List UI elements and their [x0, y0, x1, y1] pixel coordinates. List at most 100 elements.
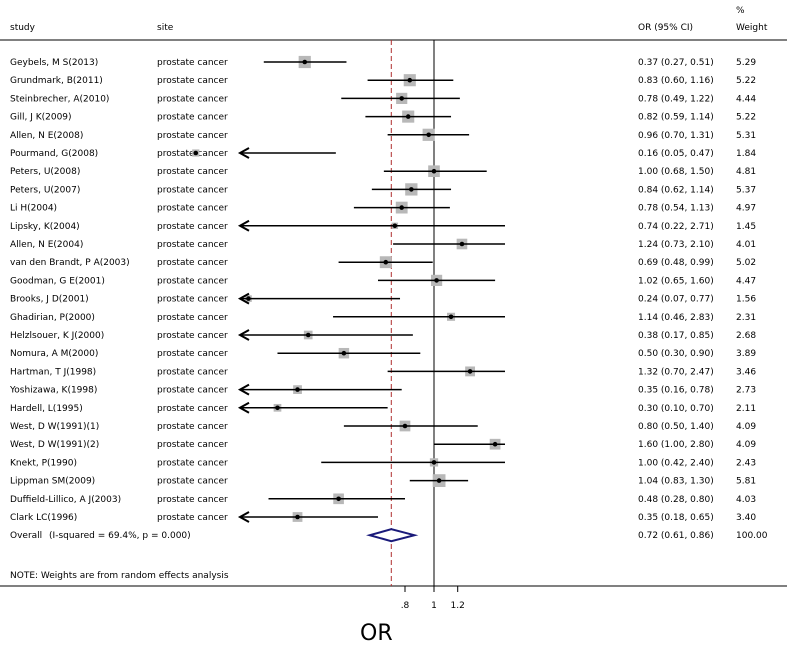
study-name: van den Brandt, P A(2003): [10, 258, 130, 268]
study-weight: 5.81: [736, 477, 756, 487]
study-name: Helzlsouer, K J(2000): [10, 331, 104, 341]
study-name: Lipsky, K(2004): [10, 222, 80, 232]
study-name: Pourmand, G(2008): [10, 149, 98, 159]
study-site: prostate cancer: [157, 458, 228, 468]
study-name: Clark LC(1996): [10, 513, 77, 523]
study-weight: 2.43: [736, 458, 756, 468]
study-name: Peters, U(2008): [10, 167, 80, 177]
study-ci: 0.78 (0.49, 1.22): [638, 94, 714, 104]
study-ci: 0.37 (0.27, 0.51): [638, 58, 714, 68]
study-site: prostate cancer: [157, 513, 228, 523]
study-weight: 2.73: [736, 386, 756, 396]
overall-heterogeneity: (I-squared = 69.4%, p = 0.000): [49, 531, 191, 541]
study-ci: 0.84 (0.62, 1.14): [638, 185, 714, 195]
study-ci: 1.00 (0.42, 2.40): [638, 458, 714, 468]
point-estimate: [336, 496, 341, 502]
study-weight: 5.31: [736, 131, 756, 141]
point-estimate: [246, 296, 251, 301]
study-ci: 0.48 (0.28, 0.80): [638, 495, 714, 505]
study-site: prostate cancer: [157, 495, 228, 505]
study-ci: 1.24 (0.73, 2.10): [638, 240, 714, 250]
point-estimate: [193, 150, 199, 156]
study-name: Ghadirian, P(2000): [10, 313, 95, 323]
study-weight: 4.97: [736, 204, 756, 214]
study-row: Grundmark, B(2011) prostate cancer 0.83 (0…: [10, 74, 756, 87]
point-estimate: [459, 241, 465, 247]
study-site: prostate cancer: [157, 240, 228, 250]
study-ci: 0.16 (0.05, 0.47): [638, 149, 714, 159]
study-row: Duffield-Lillico, A J(2003) prostate canc…: [10, 493, 756, 505]
study-weight: 4.09: [736, 440, 756, 450]
point-estimate: [434, 278, 439, 283]
study-row: Brooks, J D(2001) prostate cancer 0.24 (0.…: [10, 292, 756, 305]
ci-arrow: [237, 511, 250, 523]
study-ci: 0.96 (0.70, 1.31): [638, 131, 714, 141]
point-estimate: [383, 259, 389, 265]
study-site: prostate cancer: [157, 276, 228, 286]
ci-arrow: [237, 329, 250, 341]
study-row: Helzlsouer, K J(2000) prostate cancer 0.38…: [10, 329, 756, 341]
study-name: Knekt, P(1990): [10, 458, 77, 468]
study-weight: 5.29: [736, 58, 756, 68]
point-estimate: [431, 168, 437, 174]
study-weight: 4.09: [736, 422, 756, 432]
study-ci: 1.14 (0.46, 2.83): [638, 313, 714, 323]
study-site: prostate cancer: [157, 313, 228, 323]
study-site: prostate cancer: [157, 477, 228, 487]
study-ci: 1.32 (0.70, 2.47): [638, 367, 714, 377]
overall-label-text: Overall: [10, 531, 42, 541]
study-name: Lippman SM(2009): [10, 477, 95, 487]
study-site: prostate cancer: [157, 94, 228, 104]
overall-row: Overall (I-squared = 69.4%, p = 0.000) 0…: [10, 528, 768, 543]
study-ci: 0.74 (0.22, 2.71): [638, 222, 714, 232]
study-site: prostate cancer: [157, 349, 228, 359]
header-weight: Weight: [736, 23, 768, 33]
ci-arrow: [237, 147, 250, 159]
x-axis-label: OR: [360, 621, 393, 646]
study-site: prostate cancer: [157, 404, 228, 414]
point-estimate: [405, 114, 411, 119]
study-weight: 5.02: [736, 258, 756, 268]
study-site: prostate cancer: [157, 76, 228, 86]
point-estimate: [295, 514, 300, 520]
point-estimate: [399, 205, 405, 210]
study-ci: 0.24 (0.07, 0.77): [638, 295, 714, 305]
study-name: Hartman, T J(1998): [10, 367, 96, 377]
study-ci: 1.02 (0.65, 1.60): [638, 276, 714, 286]
point-estimate: [409, 187, 414, 192]
study-ci: 0.35 (0.18, 0.65): [638, 513, 714, 523]
study-row: West, D W(1991)(2) prostate cancer 1.60 (1…: [10, 438, 756, 450]
point-estimate: [305, 332, 311, 338]
study-site: prostate cancer: [157, 113, 228, 123]
study-row: Hardell, L(1995) prostate cancer 0.30 (0.1…: [10, 401, 756, 414]
study-ci: 0.83 (0.60, 1.16): [638, 76, 714, 86]
header-site: site: [157, 23, 174, 33]
overall-label: Overall (I-squared = 69.4%, p = 0.000): [10, 531, 191, 541]
study-row: Hartman, T J(1998) prostate cancer 1.32 (0…: [10, 366, 756, 377]
point-estimate: [448, 314, 454, 320]
study-ci: 0.38 (0.17, 0.85): [638, 331, 714, 341]
study-site: prostate cancer: [157, 258, 228, 268]
study-row: Peters, U(2007) prostate cancer 0.84 (0.62…: [10, 183, 756, 196]
point-estimate: [402, 423, 408, 429]
study-site: prostate cancer: [157, 58, 228, 68]
study-ci: 0.50 (0.30, 0.90): [638, 349, 714, 359]
study-ci: 1.60 (1.00, 2.80): [638, 440, 714, 450]
study-row: Allen, N E(2004) prostate cancer 1.24 (0.7…: [10, 238, 756, 250]
study-row: Clark LC(1996) prostate cancer 0.35 (0.18,…: [10, 511, 756, 523]
study-name: Duffield-Lillico, A J(2003): [10, 495, 121, 505]
study-name: Allen, N E(2008): [10, 131, 83, 141]
study-site: prostate cancer: [157, 422, 228, 432]
x-tick-label: .8: [401, 601, 410, 611]
study-row: van den Brandt, P A(2003) prostate cancer…: [10, 256, 756, 268]
study-ci: 0.30 (0.10, 0.70): [638, 404, 714, 414]
study-site: prostate cancer: [157, 222, 228, 232]
study-rows: Geybels, M S(2013) prostate cancer 0.37 (0…: [9, 55, 756, 523]
study-ci: 0.69 (0.48, 0.99): [638, 258, 714, 268]
study-weight: 3.40: [736, 513, 756, 523]
x-tick-label: 1: [431, 601, 437, 611]
study-name: Allen, N E(2004): [10, 240, 83, 250]
study-name: Goodman, G E(2001): [10, 276, 105, 286]
study-site: prostate cancer: [157, 367, 228, 377]
study-row: Pourmand, G(2008) prostate cancer 0.16 (0.…: [10, 147, 756, 159]
